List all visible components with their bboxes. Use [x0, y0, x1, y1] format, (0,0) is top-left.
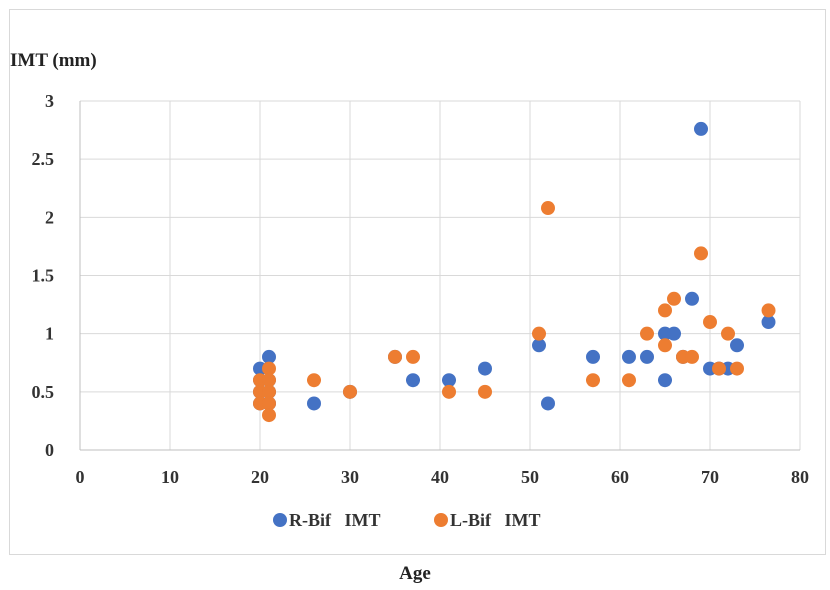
data-point-series-2: [262, 384, 276, 399]
data-point-series-2: [262, 373, 276, 388]
data-point-series-2: [658, 303, 672, 318]
data-point-series-2: [640, 326, 654, 341]
data-point-series-2: [694, 246, 708, 261]
x-tick-label: 50: [521, 467, 539, 487]
data-point-series-1: [761, 315, 776, 330]
data-point-series-2: [388, 349, 402, 364]
x-tick-label: 80: [791, 467, 809, 487]
data-points: [253, 121, 776, 423]
data-point-series-1: [406, 373, 420, 388]
x-tick-label: 20: [251, 467, 269, 487]
legend-label: R-Bif IMT: [289, 510, 381, 530]
y-tick-label: 1.5: [32, 266, 55, 286]
x-tick-label: 40: [431, 467, 449, 487]
data-point-series-2: [703, 315, 717, 330]
data-point-series-2: [622, 373, 636, 388]
data-point-series-1: [658, 373, 672, 388]
data-point-series-1: [685, 291, 699, 306]
data-point-series-1: [730, 338, 744, 353]
y-axis-title: IMT (mm): [10, 50, 97, 71]
tick-labels: 0 10 20 30 40 50 60 70 80 0 0.5 1 1.5 2 2.5 3: [32, 91, 810, 487]
data-point-series-2: [761, 303, 776, 318]
y-tick-label: 0.5: [32, 382, 55, 402]
data-point-series-2: [532, 326, 546, 341]
data-point-series-1: [532, 338, 546, 353]
data-point-series-2: [721, 326, 735, 341]
gridlines: [80, 100, 801, 450]
data-point-series-1: [307, 396, 321, 411]
data-point-series-2: [541, 201, 555, 216]
legend-label: L-Bif IMT: [450, 510, 541, 530]
data-point-series-2: [262, 408, 276, 423]
y-tick-label: 2.5: [32, 149, 55, 169]
data-point-series-2: [262, 361, 276, 376]
y-tick-label: 2: [45, 207, 54, 227]
legend: R-Bif IMT L-Bif IMT: [273, 510, 541, 530]
data-point-series-2: [442, 384, 456, 399]
legend-marker: [273, 513, 287, 527]
data-point-series-1: [622, 349, 636, 364]
y-tick-label: 0: [45, 440, 54, 460]
data-point-series-1: [586, 349, 600, 364]
data-point-series-2: [667, 291, 681, 306]
data-point-series-2: [685, 349, 699, 364]
x-tick-label: 10: [161, 467, 179, 487]
legend-marker: [434, 513, 448, 527]
data-point-series-2: [658, 338, 672, 353]
data-point-series-2: [730, 361, 744, 376]
data-point-series-1: [541, 396, 555, 411]
data-point-series-2: [586, 373, 600, 388]
data-point-series-1: [478, 361, 492, 376]
axes: [79, 101, 800, 451]
x-tick-label: 30: [341, 467, 359, 487]
data-point-series-2: [406, 349, 420, 364]
x-tick-label: 70: [701, 467, 719, 487]
data-point-series-1: [640, 349, 654, 364]
x-tick-label: 0: [76, 467, 85, 487]
y-tick-label: 1: [45, 324, 54, 344]
x-axis-title: Age: [399, 563, 431, 584]
data-point-series-2: [712, 361, 726, 376]
data-point-series-1: [694, 121, 708, 136]
data-point-series-1: [442, 373, 456, 388]
y-tick-label: 3: [45, 91, 54, 111]
chart-area: [9, 9, 826, 555]
data-point-series-1: [262, 349, 276, 364]
data-point-series-2: [343, 384, 357, 399]
data-point-series-1: [667, 326, 681, 341]
data-point-series-2: [478, 384, 492, 399]
data-point-series-2: [307, 373, 321, 388]
x-tick-label: 60: [611, 467, 629, 487]
data-point-series-2: [262, 396, 276, 411]
